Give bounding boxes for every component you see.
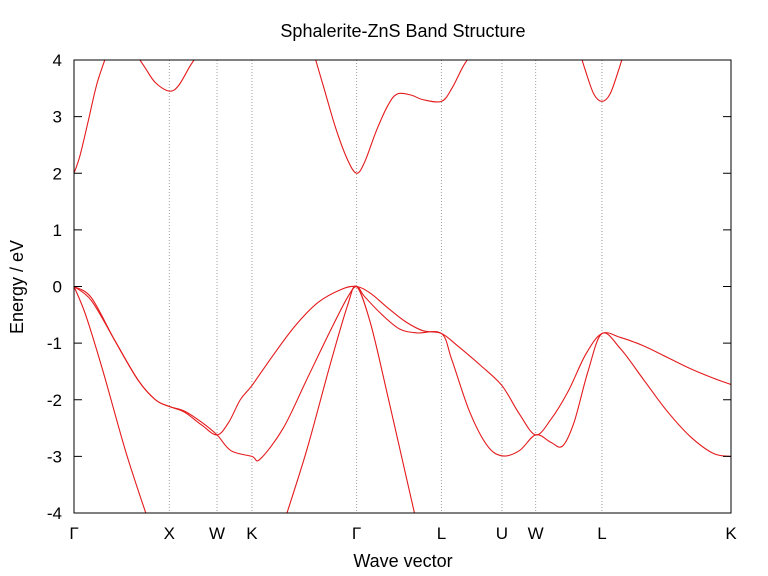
x-tick-label: X (164, 524, 175, 543)
y-tick-label: 2 (53, 164, 62, 183)
y-tick-label: 4 (53, 51, 62, 70)
y-axis-ticks: -4 -3 -2 -1 0 1 2 3 4 (47, 51, 731, 523)
y-tick-label: 1 (53, 221, 62, 240)
y-tick-label: 3 (53, 108, 62, 127)
y-tick-label: -4 (47, 504, 62, 523)
x-tick-label: L (437, 524, 446, 543)
x-tick-label: W (528, 524, 544, 543)
x-tick-label: W (209, 524, 225, 543)
band-line (74, 60, 106, 174)
y-tick-label: 0 (53, 278, 62, 297)
band-line (139, 60, 195, 92)
band-lines (74, 60, 731, 513)
x-tick-label: Γ (69, 524, 78, 543)
x-tick-label: U (496, 524, 508, 543)
kpoint-gridlines (168, 60, 603, 513)
x-tick-label: L (597, 524, 606, 543)
y-tick-label: -1 (47, 334, 62, 353)
band-line (74, 285, 731, 462)
x-tick-label: K (246, 524, 258, 543)
band-line (286, 285, 416, 513)
x-tick-label: K (725, 524, 737, 543)
band-line (74, 285, 731, 436)
x-axis-label: Wave vector (353, 551, 452, 571)
x-tick-label: Γ (352, 524, 361, 543)
y-tick-label: -3 (47, 447, 62, 466)
plot-frame (73, 59, 732, 514)
band-line (581, 60, 623, 102)
chart-title: Sphalerite-ZnS Band Structure (280, 21, 525, 41)
band-line (315, 60, 468, 174)
band-line (74, 286, 147, 513)
y-tick-label: -2 (47, 391, 62, 410)
y-axis-label: Energy / eV (7, 240, 27, 334)
